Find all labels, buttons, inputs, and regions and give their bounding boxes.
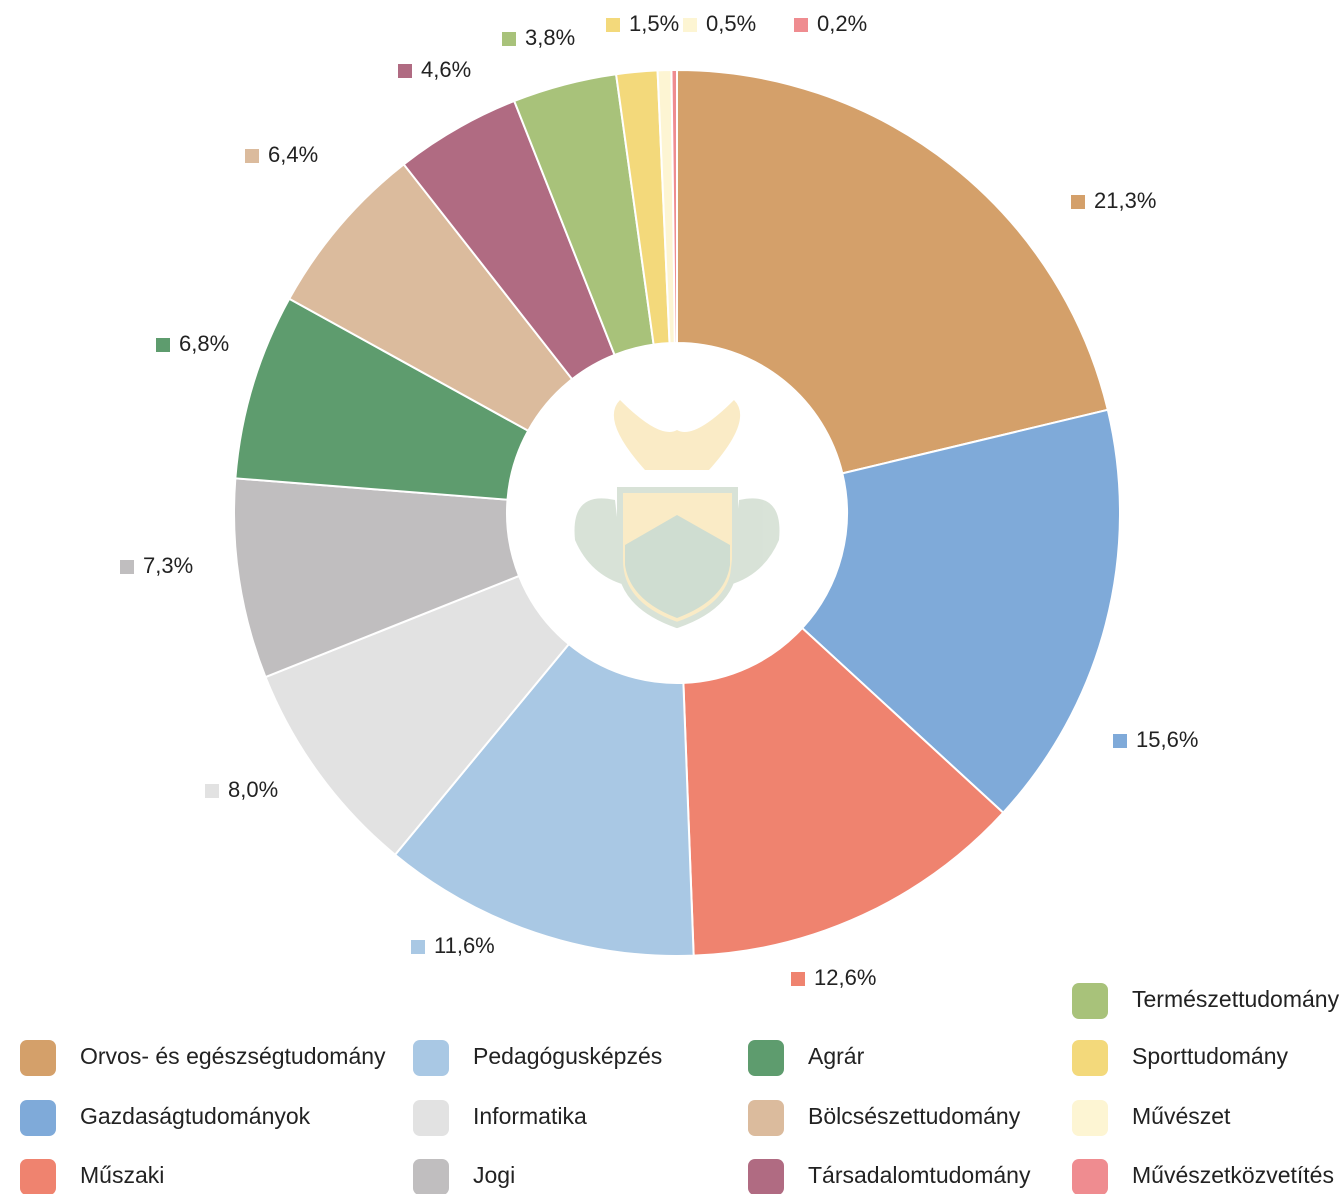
label-swatch [606, 18, 620, 32]
label-swatch [120, 560, 134, 574]
legend-swatch [1072, 983, 1108, 1019]
legend-swatch [413, 1100, 449, 1136]
value-label: 0,5% [706, 11, 756, 36]
legend-swatch [1072, 1040, 1108, 1076]
legend-label: Művészet [1132, 1103, 1231, 1129]
value-label: 11,6% [434, 933, 495, 958]
value-label: 6,8% [179, 331, 229, 356]
value-label: 4,6% [421, 57, 471, 82]
legend-label: Informatika [473, 1103, 587, 1129]
value-label: 1,5% [629, 11, 679, 36]
legend-label: Bölcsészettudomány [808, 1103, 1021, 1129]
legend-label: Művészetközvetítés [1132, 1162, 1334, 1188]
value-label: 12,6% [814, 965, 876, 990]
slice [682, 626, 1005, 957]
legend-label: Agrár [808, 1043, 865, 1069]
legend-swatch [20, 1100, 56, 1136]
value-label: 6,4% [268, 142, 318, 167]
label-swatch [398, 64, 412, 78]
label-swatch [502, 32, 516, 46]
legend-swatch [748, 1100, 784, 1136]
value-label: 8,0% [228, 777, 278, 802]
label-swatch [205, 784, 219, 798]
label-swatch [411, 940, 425, 954]
label-swatch [683, 18, 697, 32]
legend-swatch [1072, 1100, 1108, 1136]
value-label: 3,8% [525, 25, 575, 50]
legend-swatch [413, 1040, 449, 1076]
value-label: 15,6% [1136, 727, 1198, 752]
value-label: 7,3% [143, 553, 193, 578]
label-swatch [791, 972, 805, 986]
crest [574, 400, 780, 629]
label-swatch [1071, 195, 1085, 209]
legend-swatch [1072, 1159, 1108, 1194]
slice [676, 68, 1110, 475]
legend-label: Természettudomány [1132, 986, 1340, 1012]
label-swatch [794, 18, 808, 32]
legend-label: Pedagógusképzés [473, 1043, 662, 1069]
slice [670, 68, 678, 345]
slice [800, 408, 1122, 815]
value-label: 0,2% [817, 11, 867, 36]
legend-label: Társadalomtudomány [808, 1162, 1031, 1188]
legend-swatch [413, 1159, 449, 1194]
legend-label: Műszaki [80, 1162, 164, 1188]
legend-label: Jogi [473, 1162, 515, 1188]
value-label: 21,3% [1094, 188, 1156, 213]
legend-swatch [748, 1040, 784, 1076]
slice [393, 642, 695, 957]
slice [264, 574, 571, 857]
legend-swatch [20, 1040, 56, 1076]
legend-label: Gazdaságtudományok [80, 1103, 311, 1129]
legend-label: Orvos- és egészségtudomány [80, 1043, 386, 1069]
label-swatch [245, 149, 259, 163]
legend-label: Sporttudomány [1132, 1043, 1288, 1069]
legend-swatch [748, 1159, 784, 1194]
legend-swatch [20, 1159, 56, 1194]
label-swatch [1113, 734, 1127, 748]
label-swatch [156, 338, 170, 352]
